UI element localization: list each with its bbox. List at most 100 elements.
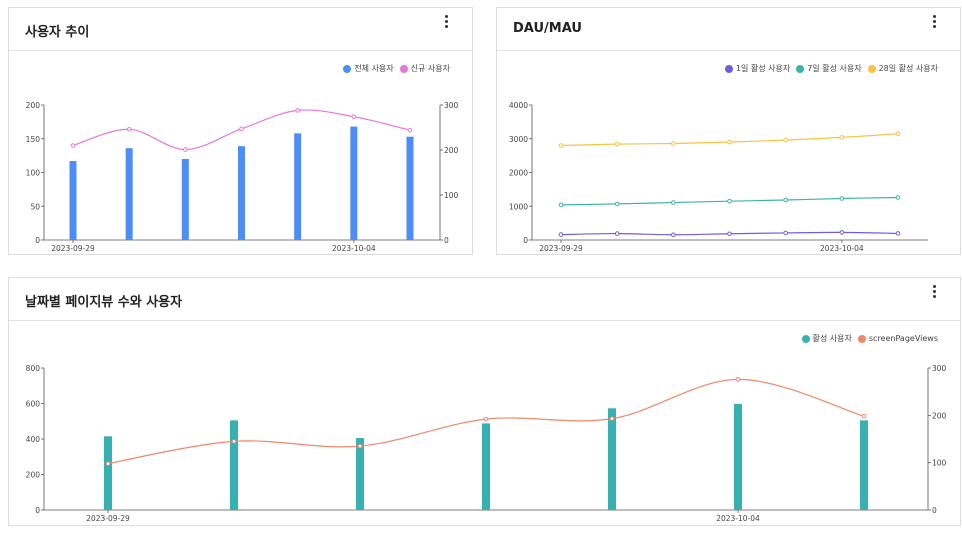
legend-item-1day-active[interactable]: 1일 활성 사용자 [724, 63, 791, 74]
bar [294, 133, 302, 240]
more-vert-icon[interactable] [928, 283, 940, 299]
y-tick-label-left: 200 [26, 471, 41, 480]
y-tick-label-left: 2000 [509, 169, 528, 178]
bar [350, 126, 358, 240]
data-point [895, 195, 901, 200]
legend-item-28day-active[interactable]: 28일 활성 사용자 [867, 63, 938, 74]
y-tick-label-left: 4000 [509, 101, 528, 110]
card-header: DAU/MAU [497, 8, 960, 51]
users-trend-chart: 0 50 100 150 200 0 100 200 300 2023-09-29 2023-10-… [26, 101, 459, 253]
data-point [614, 141, 620, 147]
data-point [895, 231, 901, 236]
dau-mau-chart: 0 1000 2000 3000 4000 2023-09-29 2023-10-04 [509, 101, 928, 253]
pageviews-users-card: 날짜별 페이지뷰 수와 사용자 활성 사용자 screenPageViews 0… [8, 277, 961, 526]
x-tick-label: 2023-10-04 [332, 244, 376, 253]
data-point [126, 127, 132, 132]
legend-label: 신규 사용자 [410, 64, 450, 73]
y-tick-label-left: 600 [26, 400, 41, 409]
data-point [783, 137, 788, 143]
legend-label: 활성 사용자 [812, 334, 852, 343]
legend-item-total-users[interactable]: 전체 사용자 [343, 63, 394, 74]
y-tick-label-right: 100 [444, 191, 459, 200]
bar [238, 146, 245, 240]
y-tick-label-right: 0 [932, 506, 937, 515]
bar [608, 408, 616, 510]
users-trend-card: 사용자 추이 전체 사용자 신규 사용자 0 50 100 150 200 0 100 200… [8, 7, 473, 255]
more-vert-icon[interactable] [928, 13, 940, 29]
legend-item-new-users[interactable]: 신규 사용자 [399, 63, 450, 74]
data-point [727, 139, 732, 145]
legend-item-page-views[interactable]: screenPageViews [857, 334, 938, 343]
data-point [357, 443, 363, 449]
y-tick-label-left: 0 [523, 236, 528, 245]
data-point [895, 131, 901, 136]
y-tick-label-left: 200 [26, 101, 41, 110]
legend-swatch [801, 334, 810, 343]
data-point [609, 416, 615, 421]
x-tick-label: 2023-10-04 [820, 244, 864, 253]
data-point [727, 198, 732, 204]
data-point [558, 143, 564, 148]
y-tick-label-left: 50 [30, 202, 40, 211]
dau-mau-card: DAU/MAU 1일 활성 사용자 7일 활성 사용자 28일 활성 사용자 0… [496, 7, 961, 255]
data-point [783, 197, 788, 203]
data-point [239, 126, 244, 132]
bar [230, 420, 238, 510]
x-tick-label: 2023-09-29 [51, 244, 95, 253]
x-tick-label: 2023-09-29 [539, 244, 583, 253]
y-tick-label-right: 100 [932, 459, 947, 468]
data-point [839, 196, 845, 201]
data-point [105, 461, 111, 466]
data-point [839, 230, 845, 235]
legend-label: screenPageViews [868, 334, 938, 343]
legend-label: 전체 사용자 [354, 64, 394, 73]
legend-item-active-users[interactable]: 활성 사용자 [801, 333, 852, 344]
x-tick-label: 2023-09-29 [86, 514, 130, 523]
bar [734, 404, 742, 510]
legend-swatch [796, 64, 805, 73]
legend-label: 28일 활성 사용자 [878, 64, 938, 73]
chart-legend: 전체 사용자 신규 사용자 [343, 63, 450, 74]
data-point [558, 232, 564, 237]
data-point [295, 108, 300, 113]
data-point [671, 200, 676, 205]
data-point [70, 143, 76, 148]
data-point [351, 114, 357, 119]
pageviews-users-chart: 0 200 400 600 800 0 100 200 300 2023-09-29 2023-10… [26, 364, 947, 523]
y-tick-label-left: 400 [26, 435, 41, 444]
y-tick-label-left: 1000 [509, 202, 528, 211]
bar [125, 148, 133, 240]
data-point [783, 230, 788, 236]
chart-legend: 1일 활성 사용자 7일 활성 사용자 28일 활성 사용자 [724, 63, 938, 74]
y-tick-label-right: 300 [444, 101, 459, 110]
data-point [727, 231, 732, 237]
data-point [231, 439, 237, 444]
card-header: 사용자 추이 [9, 8, 472, 51]
y-tick-label-left: 3000 [509, 135, 528, 144]
more-vert-icon[interactable] [440, 13, 452, 29]
data-point [483, 416, 489, 422]
bar [69, 161, 77, 240]
legend-label: 1일 활성 사용자 [735, 64, 791, 73]
data-point [671, 232, 676, 238]
y-tick-label-right: 200 [444, 146, 459, 155]
legend-swatch [857, 334, 866, 343]
legend-item-7day-active[interactable]: 7일 활성 사용자 [796, 63, 862, 74]
bar [356, 438, 364, 510]
legend-swatch [343, 64, 352, 73]
data-point [558, 202, 564, 208]
data-point [407, 127, 413, 133]
legend-swatch [399, 64, 408, 73]
bar [482, 423, 490, 510]
y-tick-label-left: 0 [35, 236, 40, 245]
bar [860, 420, 868, 510]
y-tick-label-left: 800 [26, 364, 41, 373]
y-tick-label-right: 0 [444, 236, 449, 245]
card-title: 사용자 추이 [25, 25, 90, 40]
data-point [839, 135, 845, 140]
y-tick-label-right: 200 [932, 411, 947, 420]
data-point [671, 141, 676, 146]
x-tick-label: 2023-10-04 [716, 514, 760, 523]
bar [181, 159, 189, 240]
data-point [735, 377, 741, 382]
